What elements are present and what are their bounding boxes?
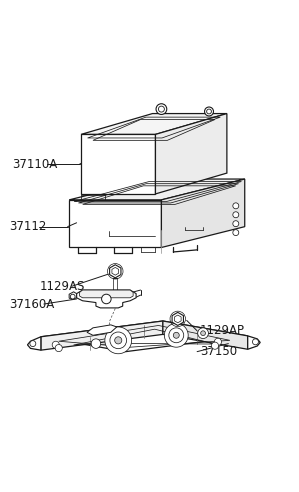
Circle shape: [214, 338, 222, 345]
Circle shape: [198, 328, 208, 338]
Polygon shape: [110, 265, 121, 278]
Circle shape: [211, 342, 219, 349]
Circle shape: [169, 328, 184, 343]
Polygon shape: [41, 321, 248, 352]
Circle shape: [205, 107, 213, 116]
Circle shape: [105, 327, 132, 354]
Polygon shape: [80, 290, 133, 298]
Circle shape: [233, 212, 239, 218]
Circle shape: [115, 337, 122, 344]
Circle shape: [110, 332, 126, 349]
Polygon shape: [172, 312, 184, 326]
Polygon shape: [69, 292, 77, 300]
Circle shape: [207, 109, 211, 114]
Circle shape: [70, 294, 75, 299]
Text: 37160A: 37160A: [10, 298, 55, 310]
Text: 37112: 37112: [10, 220, 47, 233]
Polygon shape: [69, 200, 161, 247]
Text: 37110A: 37110A: [13, 157, 58, 171]
Polygon shape: [174, 315, 181, 323]
Polygon shape: [155, 114, 227, 194]
Circle shape: [52, 341, 59, 348]
Text: 1129AP: 1129AP: [200, 324, 245, 338]
Circle shape: [233, 203, 239, 209]
Polygon shape: [28, 337, 41, 350]
Circle shape: [233, 230, 239, 236]
Circle shape: [252, 339, 258, 345]
Circle shape: [164, 323, 188, 347]
Text: 37150: 37150: [200, 345, 237, 358]
Polygon shape: [77, 290, 136, 308]
Polygon shape: [161, 179, 245, 247]
Circle shape: [233, 221, 239, 227]
Circle shape: [102, 294, 111, 304]
Circle shape: [55, 344, 62, 352]
Text: 1129AS: 1129AS: [39, 279, 85, 293]
Circle shape: [158, 106, 164, 112]
Polygon shape: [87, 325, 117, 335]
Polygon shape: [248, 336, 260, 349]
Polygon shape: [41, 321, 163, 350]
Circle shape: [156, 104, 167, 115]
Polygon shape: [81, 134, 155, 194]
Circle shape: [201, 331, 205, 336]
Polygon shape: [69, 179, 245, 200]
Polygon shape: [112, 268, 119, 275]
Polygon shape: [163, 321, 248, 349]
Circle shape: [30, 340, 36, 346]
Circle shape: [173, 332, 179, 338]
Circle shape: [91, 339, 101, 348]
Polygon shape: [81, 114, 227, 134]
